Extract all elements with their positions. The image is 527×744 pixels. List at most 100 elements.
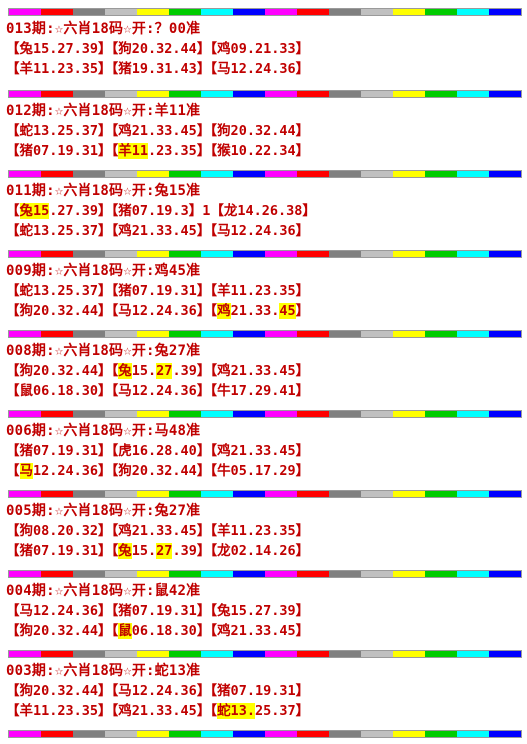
stripe-segment	[41, 9, 73, 15]
stripe-segment	[329, 171, 361, 177]
prediction-text: 】	[295, 123, 310, 139]
stripe-segment	[297, 731, 329, 737]
prediction-text: 】【	[98, 703, 119, 719]
stripe-segment	[457, 251, 489, 257]
stripe-segment	[105, 91, 137, 97]
prediction-text: 马12.24.36	[118, 303, 197, 319]
stripe-segment	[137, 9, 169, 15]
stripe-segment	[393, 491, 425, 497]
prediction-text: .39	[172, 363, 197, 379]
stripe-segment	[265, 91, 297, 97]
stripe-segment	[169, 331, 201, 337]
stripe-segment	[169, 91, 201, 97]
prediction-text: 】【	[196, 703, 218, 719]
prediction-text: .23.35	[148, 143, 197, 159]
prediction-text: 马12.24.36	[217, 223, 296, 239]
stripe-segment	[73, 651, 105, 657]
prediction-text: 】【	[196, 41, 218, 57]
stripe-segment	[233, 91, 265, 97]
prediction-text: 12.24.36	[33, 463, 99, 479]
stripe-segment	[393, 171, 425, 177]
prediction-row: 【猪07.19.31】【兔15.27.39】【龙02.14.26】	[6, 541, 522, 561]
stripe-segment	[457, 491, 489, 497]
prediction-text: 猪07.19.31	[217, 683, 296, 699]
prediction-text: 狗20.32.44	[19, 683, 99, 699]
stripe-segment	[201, 731, 233, 737]
prediction-text: .39	[172, 543, 197, 559]
stripe-segment	[169, 491, 201, 497]
prediction-text: 龙14.26.38	[223, 203, 303, 219]
stripe-segment	[41, 251, 73, 257]
color-stripe-divider	[8, 650, 522, 658]
stripe-segment	[329, 651, 361, 657]
stripe-segment	[361, 491, 393, 497]
prediction-text: 马12.24.36	[19, 603, 99, 619]
stripe-segment	[297, 331, 329, 337]
period-title: 005期:☆六肖18码☆开:兔27准	[6, 503, 201, 519]
prediction-text: .27.39	[49, 203, 99, 219]
stripe-segment	[201, 411, 233, 417]
prediction-text: 】	[295, 603, 310, 619]
stripe-segment	[137, 411, 169, 417]
stripe-segment	[233, 411, 265, 417]
prediction-text: 【	[6, 703, 20, 719]
prediction-text: 鸡21.33.45	[118, 523, 197, 539]
prediction-text: 鸡21.33.45	[217, 443, 296, 459]
prediction-text: 】【	[196, 463, 218, 479]
prediction-text: 】【	[196, 683, 218, 699]
stripe-segment	[457, 331, 489, 337]
prediction-text: 【	[6, 61, 20, 77]
prediction-text: 鸡21.33.45	[118, 123, 197, 139]
prediction-text: 06.18.30	[131, 623, 197, 639]
prediction-text: 】1	[188, 203, 211, 219]
hit-highlight: 27	[156, 363, 173, 379]
stripe-segment	[233, 171, 265, 177]
prediction-text: 】【	[196, 543, 218, 559]
prediction-text: 羊11.23.35	[217, 283, 296, 299]
stripe-segment	[201, 9, 233, 15]
stripe-segment	[41, 91, 73, 97]
prediction-text: 】	[295, 41, 310, 57]
stripe-segment	[265, 251, 297, 257]
stripe-segment	[489, 331, 521, 337]
prediction-text: 】	[295, 543, 310, 559]
prediction-text: 鸡21.33.45	[118, 703, 197, 719]
stripe-segment	[393, 651, 425, 657]
stripe-segment	[105, 9, 137, 15]
stripe-segment	[393, 251, 425, 257]
stripe-segment	[105, 651, 137, 657]
prediction-row: 【狗20.32.44】【马12.24.36】【猪07.19.31】	[6, 681, 522, 701]
prediction-text: 【	[6, 683, 20, 699]
prediction-text: 蛇13.25.37	[19, 223, 99, 239]
stripe-segment	[489, 411, 521, 417]
prediction-text: 】	[295, 383, 310, 399]
stripe-segment	[9, 9, 41, 15]
stripe-segment	[329, 731, 361, 737]
stripe-segment	[41, 171, 73, 177]
stripe-segment	[425, 331, 457, 337]
prediction-text: 【	[6, 623, 20, 639]
stripe-segment	[169, 251, 201, 257]
stripe-segment	[233, 651, 265, 657]
prediction-text: 蛇13.25.37	[19, 123, 99, 139]
prediction-text: 】	[295, 703, 310, 719]
stripe-segment	[9, 491, 41, 497]
stripe-segment	[201, 251, 233, 257]
prediction-row: 【猪07.19.31】【虎16.28.40】【鸡21.33.45】	[6, 441, 522, 461]
prediction-text: 羊11.23.35	[217, 523, 296, 539]
stripe-segment	[297, 9, 329, 15]
prediction-text: 】【	[196, 61, 218, 77]
prediction-text: 【	[6, 41, 20, 57]
stripe-segment	[457, 571, 489, 577]
stripe-segment	[361, 9, 393, 15]
prediction-text: 】【	[196, 523, 218, 539]
prediction-text: 】【	[196, 303, 218, 319]
prediction-text: 】【	[98, 123, 119, 139]
stripe-segment	[361, 171, 393, 177]
stripe-segment	[9, 411, 41, 417]
hit-highlight: 鼠	[118, 623, 132, 639]
prediction-text: 【	[6, 463, 20, 479]
prediction-text: 【	[6, 143, 20, 159]
prediction-text: 马12.24.36	[118, 383, 197, 399]
